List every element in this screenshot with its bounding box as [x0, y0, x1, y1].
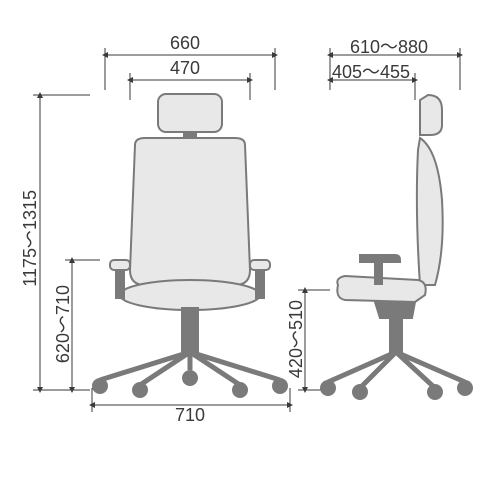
- label-top-inner-front: 470: [170, 58, 200, 79]
- label-armrest-height: 620～710: [50, 285, 76, 363]
- label-top-outer-front: 660: [170, 33, 200, 54]
- label-total-height: 1175～1315: [17, 190, 43, 287]
- label-top-outer-side: 610～880: [350, 33, 428, 59]
- diagram-stage: 660 470 610～880 405～455 710 1175～1315 62…: [0, 0, 500, 500]
- chair-side-view: [320, 90, 480, 400]
- label-bottom-front: 710: [175, 405, 205, 426]
- chair-front-view: [80, 90, 300, 400]
- label-top-inner-side: 405～455: [332, 58, 410, 84]
